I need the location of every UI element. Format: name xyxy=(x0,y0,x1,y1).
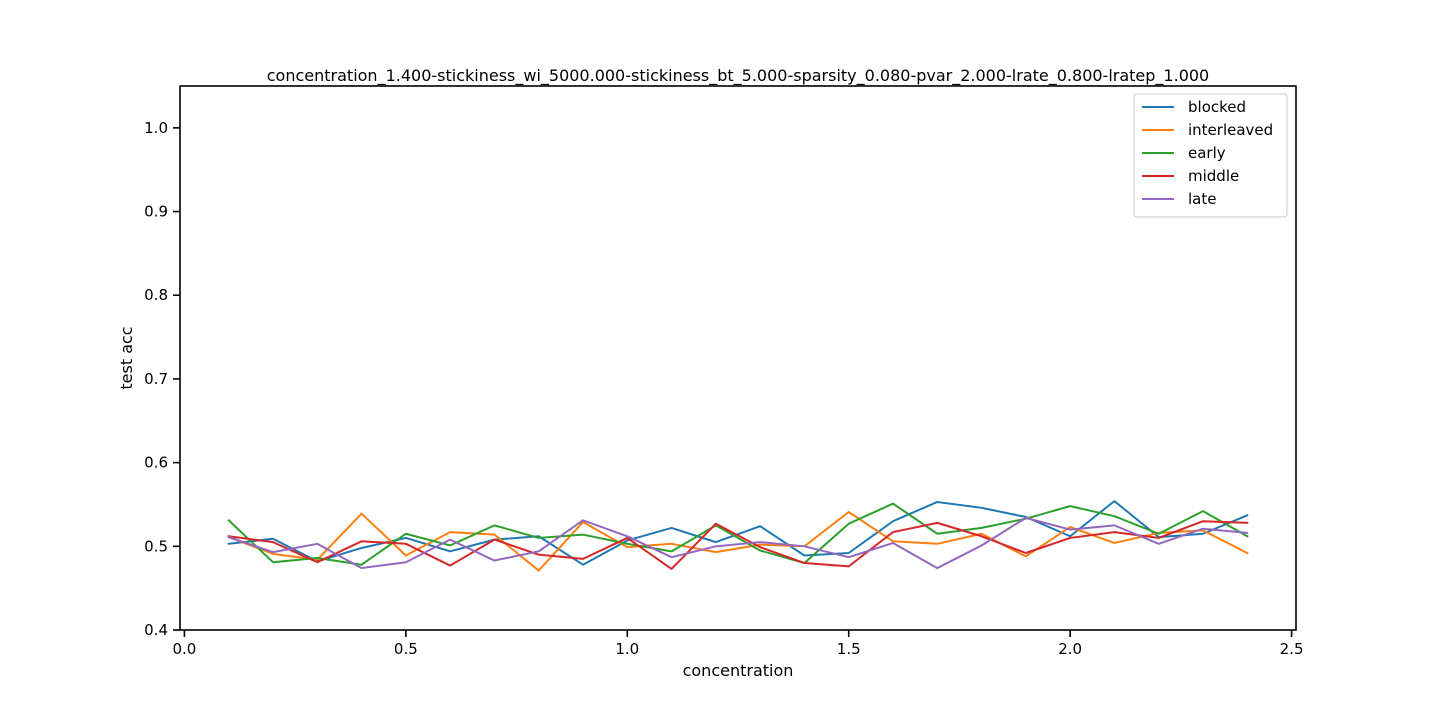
plot-area: 0.0 0.5 1.0 1.5 2.0 2.5 0.4 0.5 0.6 0.7 0.8 0.9 1.0 xyxy=(144,85,1304,658)
chart-title: concentration_1.400-stickiness_wi_5000.0… xyxy=(267,66,1209,86)
legend-label-middle: middle xyxy=(1188,167,1239,185)
y-axis-label: test acc xyxy=(117,326,136,389)
x-axis-label: concentration xyxy=(683,661,794,680)
legend-label-interleaved: interleaved xyxy=(1188,121,1273,139)
legend-label-late: late xyxy=(1188,190,1216,208)
y-tick-label: 0.9 xyxy=(144,203,168,221)
x-tick-label: 1.0 xyxy=(615,640,639,658)
legend-label-early: early xyxy=(1188,144,1226,162)
series-line-middle xyxy=(227,520,1249,570)
legend: blocked interleaved early middle late xyxy=(1133,93,1288,218)
y-tick-label: 0.6 xyxy=(144,454,168,472)
legend-label-blocked: blocked xyxy=(1188,98,1246,116)
series-line-early xyxy=(227,502,1249,566)
y-tick-label: 0.8 xyxy=(144,286,168,304)
y-tick-label: 1.0 xyxy=(144,119,168,137)
x-tick-label: 0.0 xyxy=(172,640,196,658)
series-line-late xyxy=(227,516,1249,570)
x-tick-label: 1.5 xyxy=(837,640,861,658)
y-tick-label: 0.4 xyxy=(144,621,168,639)
y-tick-label: 0.7 xyxy=(144,370,168,388)
x-tick-label: 2.0 xyxy=(1058,640,1082,658)
x-tick-label: 2.5 xyxy=(1280,640,1304,658)
legend-box xyxy=(1133,93,1288,218)
y-tick-label: 0.5 xyxy=(144,537,168,555)
x-tick-label: 0.5 xyxy=(394,640,418,658)
axes-frame xyxy=(179,85,1297,631)
